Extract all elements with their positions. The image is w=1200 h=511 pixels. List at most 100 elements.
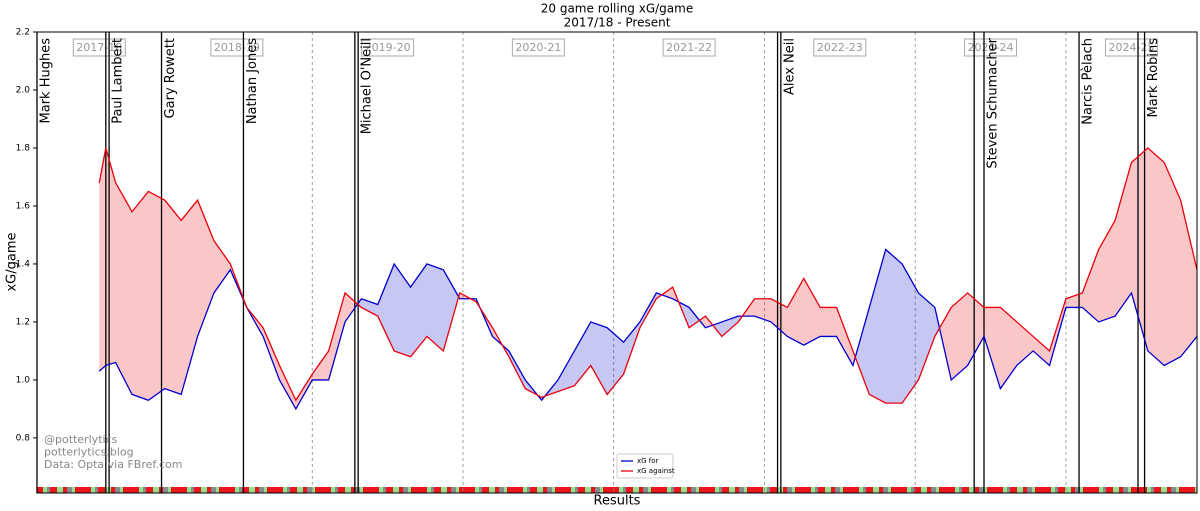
fill-between	[377, 263, 395, 351]
fill-between	[1164, 162, 1181, 366]
season-label-box	[361, 38, 415, 57]
y-tick-label: 2.0	[16, 85, 31, 95]
manager-label: Alex Neil	[782, 38, 797, 95]
fill-between	[263, 327, 280, 380]
y-tick-label: 1.8	[16, 143, 31, 153]
fill-between	[1033, 336, 1050, 366]
fill-between	[1000, 307, 1017, 389]
fill-between	[345, 292, 358, 322]
fill-between	[279, 365, 296, 409]
manager-label: Gary Rowett	[163, 38, 178, 118]
manager-label: Mark Hughes	[39, 38, 54, 124]
manager-label: Nathan Jones	[245, 38, 260, 124]
legend-label: xG for	[637, 457, 659, 465]
fill-between	[855, 307, 870, 395]
y-axis-label: xG/game	[5, 232, 20, 291]
fill-between	[148, 191, 165, 401]
season-label: 2024-25	[1108, 41, 1154, 54]
fill-between	[689, 307, 700, 328]
y-tick-label: 0.8	[16, 433, 31, 443]
fill-between	[639, 292, 657, 328]
fill-between	[1098, 220, 1116, 322]
season-label-box	[511, 38, 565, 57]
season-label: 2022-23	[817, 41, 863, 54]
fill-between	[1065, 292, 1083, 308]
fill-between	[984, 307, 1001, 389]
season-label: 2019-20	[365, 41, 411, 54]
fill-between	[1147, 147, 1165, 366]
watermark: @potterlytics	[44, 433, 118, 446]
fill-between	[115, 182, 133, 395]
fill-between	[607, 327, 624, 395]
fill-between	[1180, 200, 1197, 357]
y-tick-label: 1.6	[16, 201, 31, 211]
season-label: 2017-18	[76, 41, 122, 54]
fill-between	[754, 298, 772, 322]
fill-between	[869, 249, 886, 404]
manager-label: Mark Robins	[1146, 38, 1161, 118]
series-line	[98, 248, 1198, 411]
fill-between	[394, 263, 411, 357]
results-strip	[37, 487, 1197, 493]
fill-between	[836, 307, 853, 366]
fill-between	[902, 263, 919, 404]
fill-between	[508, 350, 526, 389]
fill-between	[132, 191, 149, 401]
manager-label: Paul Lambert	[111, 38, 126, 124]
fill-between	[443, 269, 459, 351]
fill-between	[410, 263, 427, 357]
fill-between	[918, 292, 935, 380]
fill-between	[721, 316, 739, 337]
season-label-box	[1104, 38, 1158, 57]
y-tick-label: 1.4	[16, 259, 31, 269]
fill-between	[590, 321, 608, 395]
fill-between	[803, 278, 821, 346]
fill-between	[181, 200, 198, 395]
season-label-box	[210, 38, 264, 57]
manager-label: Steven Schumacher	[986, 37, 1001, 168]
fill-between	[164, 200, 182, 395]
season-label: 2018-19	[214, 41, 260, 54]
y-tick-label: 1.2	[16, 317, 30, 327]
fill-between	[771, 298, 788, 337]
fill-between	[787, 278, 804, 346]
season-label: 2023-24	[968, 41, 1014, 54]
fill-between	[426, 263, 444, 351]
y-tick-label: 1.0	[16, 375, 31, 385]
fill-between	[1131, 147, 1148, 351]
manager-label: Michael O'Neill	[360, 38, 375, 134]
y-tick-label: 2.2	[16, 28, 30, 38]
fill-between	[820, 307, 837, 337]
fill-between	[661, 287, 673, 299]
chart-subtitle: 2017/18 - Present	[564, 16, 671, 30]
fill-between	[312, 350, 329, 380]
fill-between	[213, 240, 231, 293]
fill-between	[558, 350, 575, 392]
watermark: Data: Opta via FBref.com	[44, 458, 182, 471]
fill-between	[361, 298, 378, 317]
fill-between	[328, 292, 346, 380]
legend-label: xG against	[637, 467, 675, 475]
chart-title: 20 game rolling xG/game	[541, 2, 693, 16]
season-label: 2020-21	[515, 41, 561, 54]
season-label-box	[964, 38, 1018, 57]
manager-label: Narcis Pèlach	[1081, 38, 1096, 125]
legend-box	[616, 453, 674, 479]
plot-frame	[36, 31, 1198, 494]
season-label-box	[662, 38, 716, 57]
fill-between	[967, 292, 985, 366]
fill-between	[699, 316, 706, 328]
fill-between	[885, 249, 903, 404]
season-label-box	[813, 38, 867, 57]
season-label-box	[72, 38, 126, 57]
season-label: 2021-22	[666, 41, 712, 54]
series-line	[98, 147, 1198, 404]
fill-between	[1082, 249, 1099, 322]
x-axis-label: Results	[594, 494, 641, 509]
watermark: potterlytics.blog	[44, 446, 134, 459]
fill-between	[99, 147, 106, 372]
fill-between	[951, 292, 968, 380]
fill-between	[295, 374, 313, 409]
